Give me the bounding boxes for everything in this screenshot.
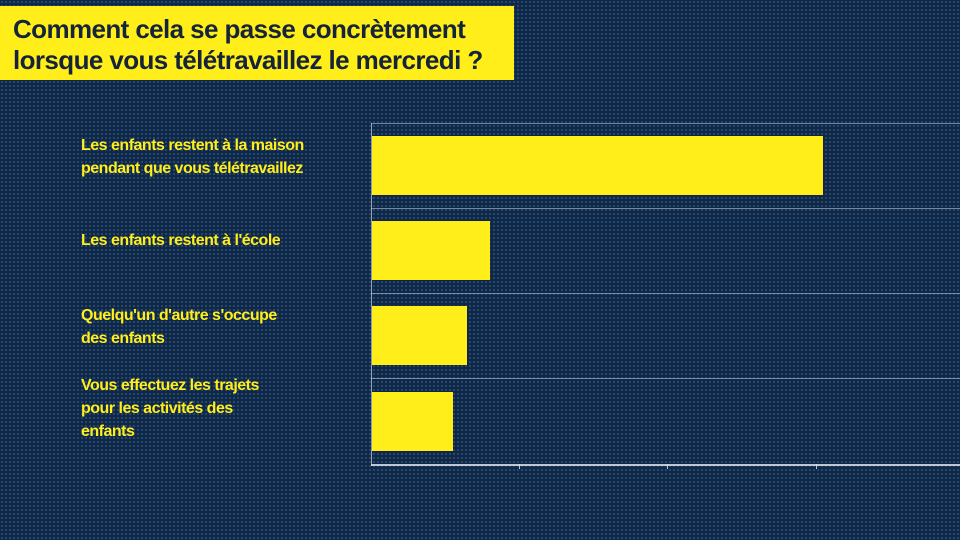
category-label-children-school: Les enfants restent à l'école <box>81 232 281 249</box>
chart-title-line-1: Comment cela se passe concrètement <box>13 14 466 44</box>
category-label-someone-else: Quelqu'un d'autre s'occupe des enfants <box>81 307 277 347</box>
gridline <box>371 208 960 209</box>
bar-someone-else <box>372 306 467 365</box>
value-axis <box>371 464 960 466</box>
chart-title-line-2: lorsque vous télétravaillez le mercredi … <box>13 45 483 75</box>
bar-children-home <box>372 136 823 195</box>
gridline <box>371 378 960 379</box>
value-axis-tick <box>816 464 817 469</box>
gridline <box>371 293 960 294</box>
category-axis <box>371 123 372 466</box>
category-label-children-home: Les enfants restent à la maison pendant … <box>81 137 304 177</box>
bar-activity-trips <box>372 392 453 451</box>
category-label-activity-trips: Vous effectuez les trajets pour les acti… <box>81 377 259 440</box>
gridline <box>371 123 960 124</box>
chart-title-box: Comment cela se passe concrètement lorsq… <box>0 6 514 80</box>
bar-children-school <box>372 221 490 280</box>
value-axis-tick <box>519 464 520 469</box>
value-axis-tick <box>667 464 668 469</box>
